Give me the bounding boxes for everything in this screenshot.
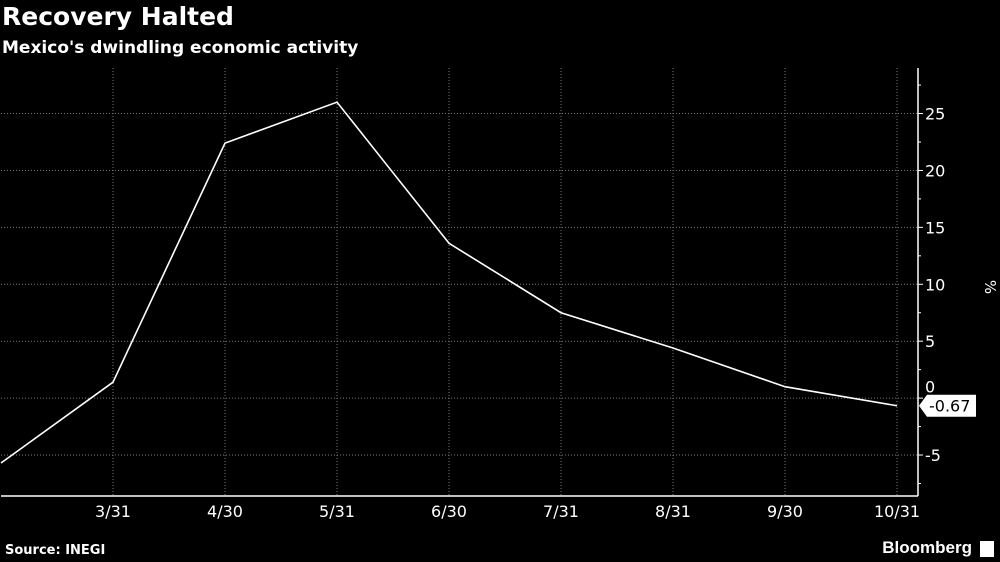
source-note: Source: INEGI bbox=[5, 543, 106, 558]
x-tick-label: 10/31 bbox=[874, 502, 920, 521]
brand-logo: Bloomberg bbox=[882, 538, 972, 557]
y-axis-label: % bbox=[981, 280, 999, 294]
x-tick-label: 6/30 bbox=[431, 502, 467, 521]
x-tick-label: 5/31 bbox=[319, 502, 355, 521]
chart-subtitle: Mexico's dwindling economic activity bbox=[2, 38, 359, 58]
y-tick-label: 20 bbox=[925, 161, 945, 180]
y-tick-label: -5 bbox=[925, 446, 941, 465]
bloomberg-icon bbox=[980, 541, 994, 557]
x-tick-label: 4/30 bbox=[207, 502, 243, 521]
x-tick-label: 8/31 bbox=[655, 502, 691, 521]
last-value-label: -0.67 bbox=[929, 397, 970, 416]
x-tick-label: 3/31 bbox=[95, 502, 131, 521]
x-tick-label: 7/31 bbox=[543, 502, 579, 521]
y-tick-label: 25 bbox=[925, 105, 945, 124]
y-tick-label: 5 bbox=[925, 332, 935, 351]
x-tick-label: 9/30 bbox=[767, 502, 803, 521]
series-line bbox=[0, 101, 898, 464]
y-tick-label: 0 bbox=[925, 378, 935, 397]
chart-title: Recovery Halted bbox=[2, 2, 234, 31]
y-tick-label: 15 bbox=[925, 218, 945, 237]
last-value-badge bbox=[919, 394, 976, 417]
y-tick-label: 10 bbox=[925, 275, 945, 294]
